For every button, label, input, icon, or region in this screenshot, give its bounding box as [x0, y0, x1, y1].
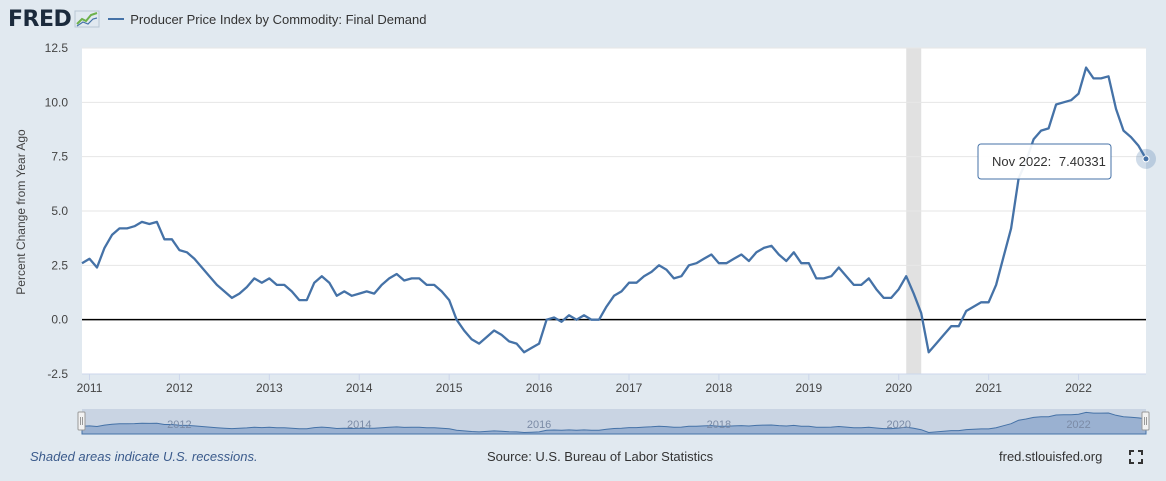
x-tick-label: 2019	[795, 381, 822, 395]
svg-text:Nov 2022: 7.40331: Nov 2022: 7.40331	[992, 154, 1106, 169]
navigator-label: 2016	[527, 419, 551, 431]
y-tick-label: 5.0	[51, 204, 68, 218]
navigator-handle-right[interactable]	[1141, 411, 1150, 431]
navigator-area	[81, 411, 1147, 435]
tooltip-value: 7.40331	[1059, 154, 1106, 169]
tooltip-date: Nov 2022:	[992, 154, 1051, 169]
y-axis-ticks: 12.5 10.0 7.5 5.0 2.5 0.0 -2.5	[45, 41, 69, 381]
grid-lines	[82, 47, 1146, 266]
x-tick-label: 2021	[975, 381, 1002, 395]
legend-swatch	[108, 18, 125, 20]
chart: 12.510.07.55.02.50.0-2.5 2011 2012 2013 201…	[14, 41, 1156, 435]
fred-logo-text: FRED	[8, 6, 72, 32]
x-tick-label: 2013	[256, 381, 283, 395]
navigator[interactable]: 2012 2014 2016 2018 2020 2022	[77, 409, 1150, 435]
x-tick-label: 2014	[346, 381, 373, 395]
x-tick-label: 2020	[885, 381, 912, 395]
recession-note: Shaded areas indicate U.S. recessions.	[30, 449, 258, 464]
x-tick-label: 2018	[706, 381, 733, 395]
y-tick-label: 10.0	[45, 95, 69, 109]
legend-label: Producer Price Index by Commodity: Final…	[130, 11, 427, 27]
navigator-label: 2022	[1066, 419, 1090, 431]
navigator-label: 2014	[347, 419, 371, 431]
source-text: Source: U.S. Bureau of Labor Statistics	[487, 449, 714, 464]
navigator-labels: 2012 2014 2016 2018 2020 2022	[167, 419, 1091, 431]
navigator-handle-left[interactable]	[77, 411, 86, 431]
x-tick-label: 2011	[77, 381, 103, 395]
series-line[interactable]	[81, 66, 1147, 354]
footer: Shaded areas indicate U.S. recessions. S…	[0, 447, 1166, 469]
hover-marker	[1136, 148, 1156, 169]
legend[interactable]: Producer Price Index by Commodity: Final…	[108, 11, 427, 27]
y-tick-label: 2.5	[51, 258, 68, 272]
fred-logo[interactable]: FRED	[8, 7, 100, 32]
x-tick-label: 2015	[436, 381, 463, 395]
tooltip: Nov 2022: 7.40331	[977, 143, 1112, 180]
navigator-label: 2020	[886, 419, 910, 431]
navigator-label: 2018	[707, 419, 731, 431]
x-tick-label: 2022	[1065, 381, 1092, 395]
navigator-label: 2012	[167, 419, 191, 431]
chart-line-icon	[74, 10, 100, 28]
hover-point	[1142, 155, 1150, 163]
x-tick-label: 2016	[526, 381, 553, 395]
y-tick-label: 0.0	[51, 313, 68, 327]
site-link[interactable]: fred.stlouisfed.org	[999, 449, 1103, 464]
x-axis-ticks: 2011 2012 2013 2014 2015 2016 2017 2018 2019 2020…	[77, 373, 1146, 395]
y-axis-title: Percent Change from Year Ago	[14, 129, 28, 295]
x-tick-label: 2012	[166, 381, 193, 395]
y-tick-label: -2.5	[47, 367, 68, 381]
x-tick-label: 2017	[616, 381, 643, 395]
fullscreen-icon[interactable]	[1128, 449, 1144, 465]
chart-header: FRED Producer Price Index by Commodity: …	[8, 6, 427, 32]
y-tick-label: 7.5	[51, 150, 68, 164]
y-tick-label: 12.5	[45, 41, 69, 55]
